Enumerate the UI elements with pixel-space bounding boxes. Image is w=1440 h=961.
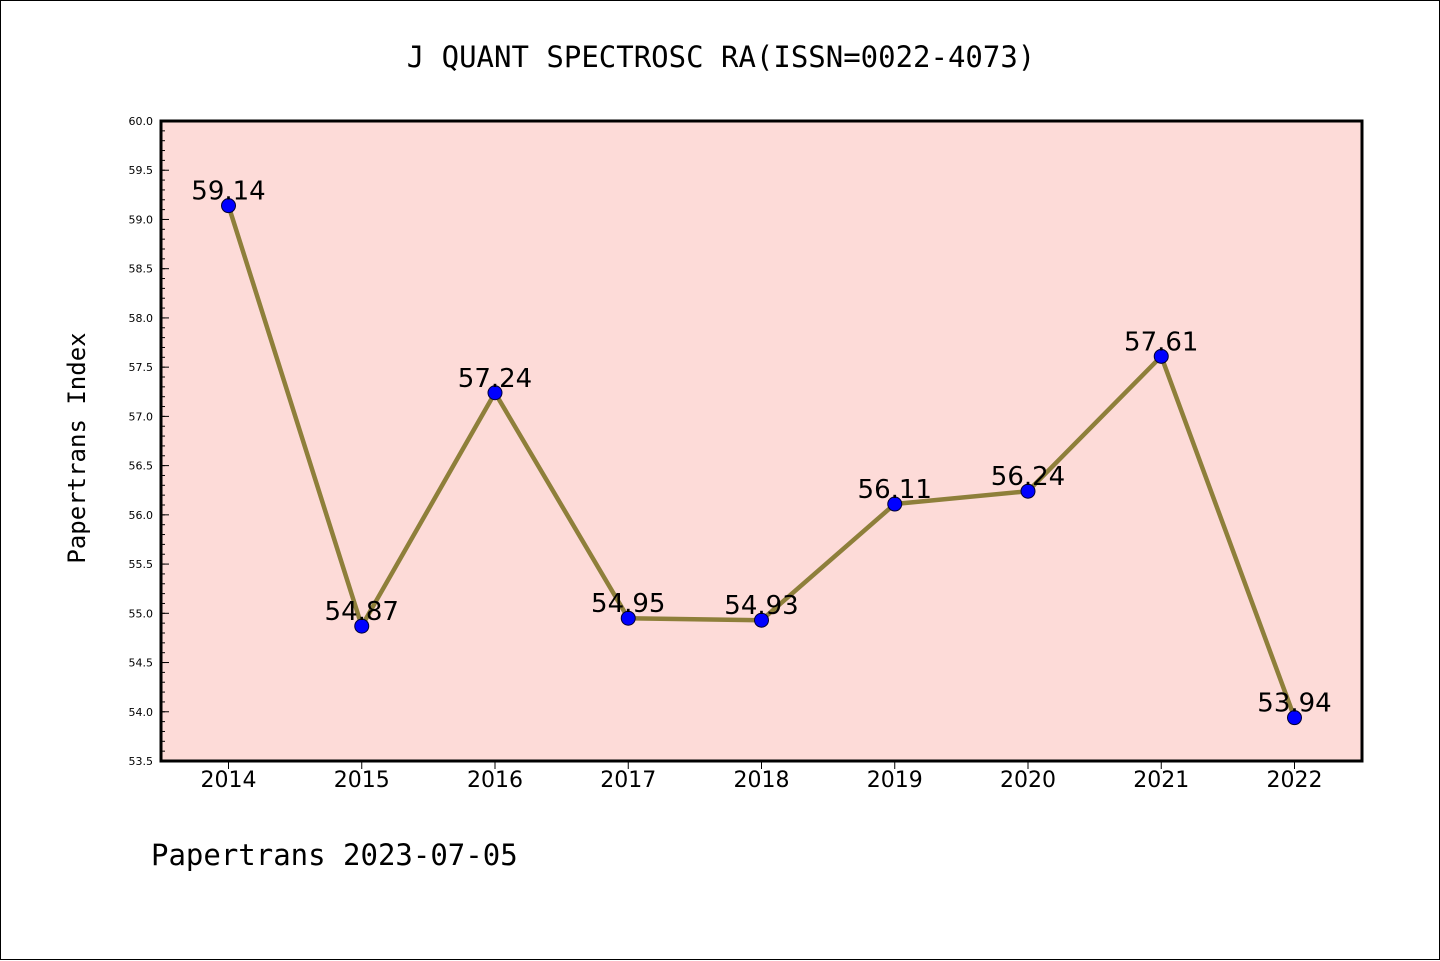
- y-tick-label: 60.0: [129, 115, 154, 128]
- data-point-marker: [1020, 483, 1036, 499]
- data-label: 56.11: [858, 475, 932, 505]
- data-label: 54.95: [591, 589, 665, 619]
- y-tick-label: 57.5: [129, 361, 154, 374]
- data-point-marker: [354, 618, 370, 634]
- y-axis-label: Papertrans Index: [63, 332, 91, 563]
- y-tick-label: 58.0: [129, 312, 154, 325]
- y-tick-label: 53.5: [129, 755, 154, 768]
- x-tick-label: 2018: [734, 768, 790, 793]
- plot-area: [159, 119, 1364, 763]
- y-tick-label: 57.0: [129, 410, 154, 423]
- data-label: 56.24: [991, 462, 1065, 492]
- chart-title: J QUANT SPECTROSC RA(ISSN=0022-4073): [407, 40, 1036, 74]
- data-label: 59.14: [191, 177, 265, 207]
- footer-text: Papertrans 2023-07-05: [151, 838, 518, 872]
- data-label: 57.61: [1124, 327, 1198, 357]
- data-point-marker: [1153, 348, 1169, 364]
- y-tick-label: 56.5: [129, 460, 154, 473]
- x-tick-label: 2014: [201, 768, 257, 793]
- y-tick-label: 58.5: [129, 263, 154, 276]
- y-tick-label: 54.0: [129, 706, 154, 719]
- data-label: 53.94: [1257, 689, 1331, 719]
- y-tick-label: 59.5: [129, 164, 154, 177]
- x-tick-label: 2020: [1000, 768, 1056, 793]
- data-label: 54.93: [724, 591, 798, 621]
- data-point-marker: [754, 612, 769, 628]
- data-point-marker: [620, 610, 636, 626]
- x-tick-label: 2022: [1267, 768, 1323, 793]
- y-axis-ticks: 53.5 54.0 54.5 55.0 55.5 56.0 56.5 57.0 57.5 58.0…: [129, 115, 169, 768]
- y-tick-label: 55.5: [129, 558, 154, 571]
- data-point-marker: [1287, 710, 1302, 726]
- x-tick-label: 2021: [1133, 768, 1189, 793]
- data-point-marker: [487, 385, 503, 401]
- y-tick-label: 56.0: [129, 509, 154, 522]
- x-tick-label: 2016: [467, 768, 523, 793]
- y-tick-label: 54.5: [129, 657, 154, 670]
- x-tick-label: 2017: [600, 768, 656, 793]
- data-label: 54.87: [325, 597, 399, 627]
- series-group: 59.14 54.87 57.24 54.95 54.93 56.11 56.24 57.61…: [191, 177, 1332, 726]
- x-axis-ticks: 2014 2015 2016 2017 2018 2019 2020 2021 2022: [201, 761, 1323, 793]
- data-point-marker: [887, 496, 903, 512]
- y-tick-label: 59.0: [129, 213, 154, 226]
- x-tick-label: 2019: [867, 768, 923, 793]
- data-point-marker: [221, 198, 236, 214]
- data-label: 57.24: [458, 364, 532, 394]
- y-tick-label: 55.0: [129, 607, 154, 620]
- x-tick-label: 2015: [334, 768, 390, 793]
